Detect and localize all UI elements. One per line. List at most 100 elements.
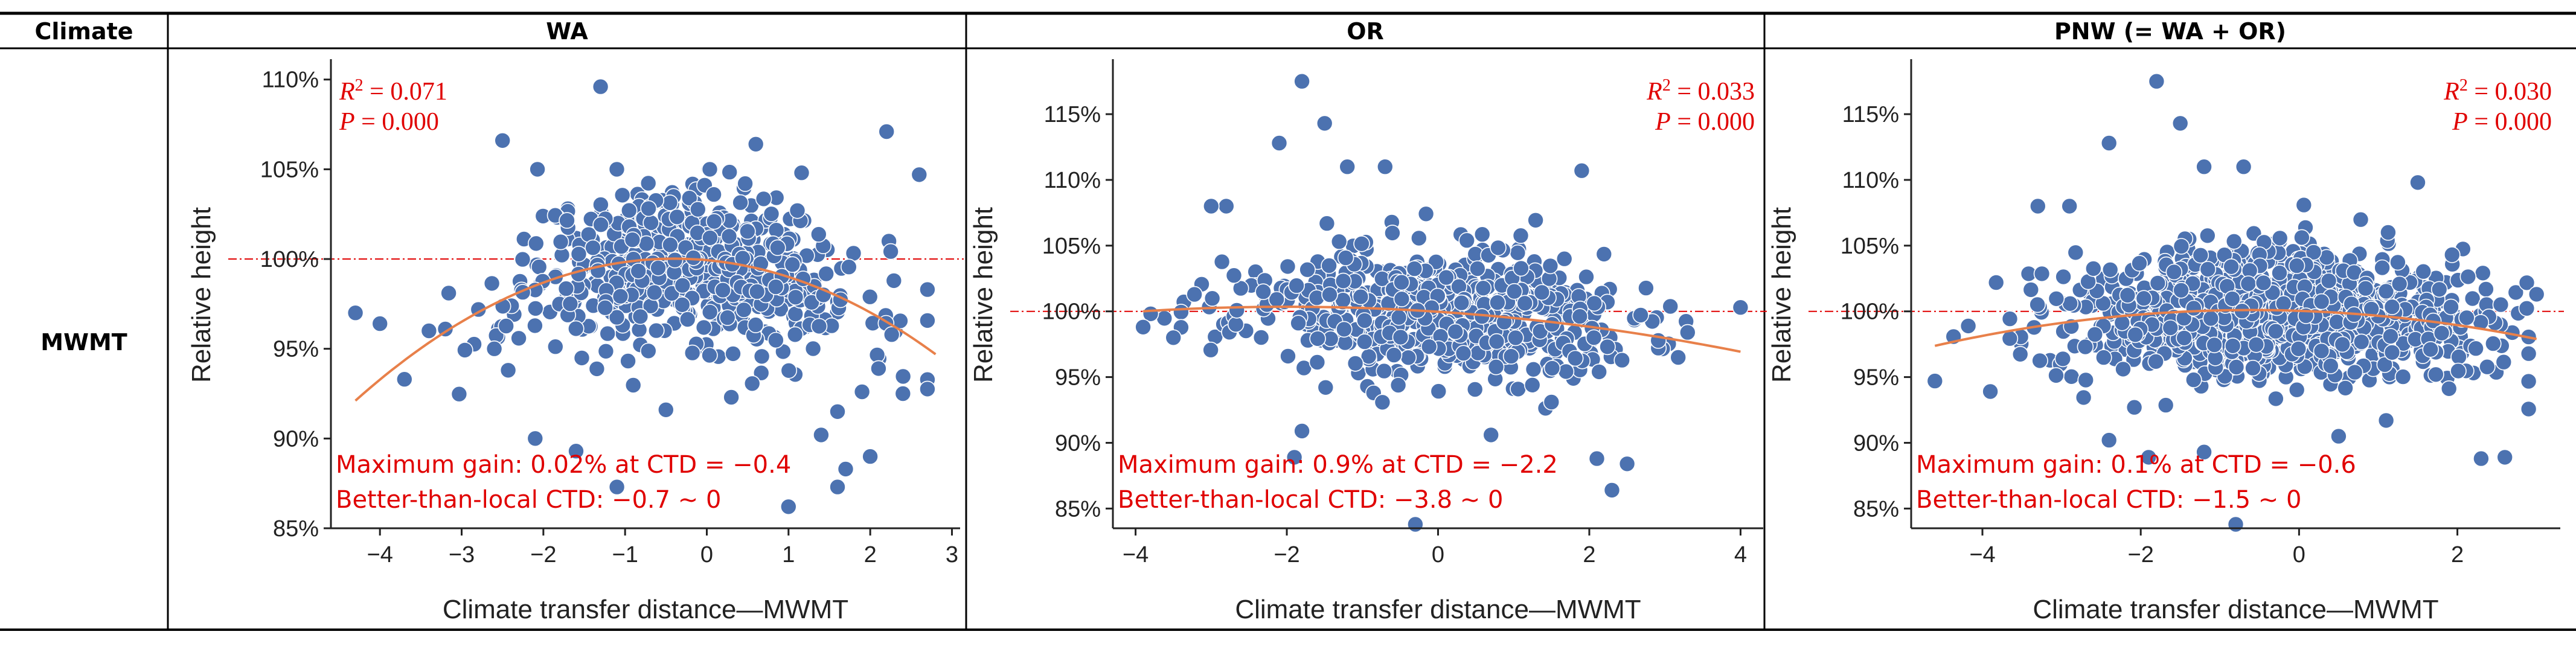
data-point: [2135, 290, 2153, 307]
r-squared-value: = 0.071: [364, 78, 447, 106]
data-point: [514, 251, 531, 268]
y-tick-label: 85%: [1055, 496, 1101, 522]
data-point: [870, 360, 887, 377]
data-point: [1389, 377, 1407, 394]
x-tick-label: −4: [1123, 542, 1149, 568]
data-point: [2196, 158, 2212, 176]
data-point: [787, 289, 804, 306]
p-symbol: P: [339, 108, 355, 136]
data-point: [1453, 294, 1470, 312]
data-point: [723, 389, 740, 406]
data-point: [720, 228, 738, 245]
data-point: [1356, 333, 1373, 350]
data-point: [810, 318, 828, 335]
data-point: [2048, 290, 2065, 307]
data-point: [861, 288, 879, 305]
data-point: [767, 331, 784, 349]
data-point: [1506, 283, 1523, 300]
data-point: [2459, 268, 2477, 286]
data-point: [570, 245, 588, 263]
data-point: [562, 295, 579, 313]
data-point: [371, 315, 389, 332]
r-squared-stat: R2 = 0.030: [2443, 76, 2552, 106]
fit-curve: [354, 257, 937, 402]
data-point: [2115, 360, 2132, 378]
data-point: [1420, 338, 1438, 356]
p-value-stat: P = 0.000: [1655, 108, 1755, 136]
data-point: [2433, 324, 2450, 342]
data-point: [2427, 366, 2444, 383]
data-point: [632, 308, 649, 325]
p-symbol: P: [2452, 108, 2468, 136]
data-point: [1473, 226, 1491, 243]
data-point: [2473, 450, 2490, 467]
y-tick-label: 100%: [1841, 299, 1899, 325]
data-point: [1393, 273, 1410, 291]
data-point: [420, 322, 438, 339]
data-point: [679, 311, 696, 328]
data-point: [347, 304, 364, 322]
x-tick-label: 3: [946, 542, 958, 568]
data-point: [1417, 205, 1435, 223]
data-point: [559, 212, 575, 229]
data-point: [2173, 281, 2190, 299]
data-point: [755, 190, 772, 208]
data-point: [1293, 423, 1310, 440]
data-point: [1393, 290, 1411, 308]
data-point: [1374, 394, 1391, 411]
data-point: [494, 132, 511, 149]
data-point: [2330, 427, 2347, 445]
y-tick-label: 105%: [1042, 234, 1101, 259]
y-tick-label: 110%: [1044, 168, 1101, 193]
y-tick-label: 105%: [260, 157, 319, 182]
data-point: [1603, 482, 1621, 499]
data-point: [2440, 380, 2458, 397]
data-point: [813, 426, 830, 444]
data-point: [1203, 290, 1221, 307]
data-point: [1662, 298, 1679, 315]
data-point: [666, 251, 684, 269]
data-point: [780, 362, 798, 379]
data-point: [885, 272, 903, 289]
data-point: [2352, 211, 2369, 228]
data-point: [2077, 371, 2094, 389]
data-point: [2173, 238, 2190, 255]
data-point: [1487, 358, 1505, 376]
data-point: [714, 281, 731, 299]
data-point: [786, 326, 804, 344]
data-point: [1430, 383, 1447, 400]
data-point: [737, 175, 754, 192]
data-point: [1926, 373, 1944, 389]
data-point: [1490, 239, 1507, 257]
r-squared-symbol: R: [339, 78, 355, 106]
max-gain-note: Maximum gain: 0.1% at CTD = −0.6: [1916, 451, 2356, 479]
data-point: [1392, 328, 1409, 346]
row-label-mwmt: MWMT: [40, 329, 127, 356]
data-point: [2383, 298, 2401, 316]
data-point: [1586, 295, 1603, 312]
data-point: [2202, 310, 2220, 327]
data-point: [527, 300, 544, 317]
better-than-local-note: Better-than-local CTD: −1.5 ~ 0: [1916, 486, 2301, 514]
data-point: [624, 231, 641, 248]
data-point: [780, 498, 797, 516]
data-point: [1613, 351, 1630, 369]
data-point: [1523, 376, 1541, 394]
y-tick-label: 110%: [262, 68, 319, 93]
data-point: [2100, 135, 2118, 152]
data-point: [2380, 224, 2397, 241]
data-point: [2382, 328, 2399, 345]
data-point: [2496, 449, 2514, 466]
data-point: [527, 317, 543, 334]
data-point: [2126, 398, 2143, 416]
data-point: [1588, 450, 1606, 467]
data-point: [1571, 308, 1589, 325]
data-point: [2176, 330, 2193, 347]
data-point: [2422, 341, 2439, 358]
x-tick-label: 1: [782, 542, 795, 568]
data-point: [1309, 354, 1326, 371]
data-point: [705, 186, 722, 203]
data-point: [1599, 338, 1616, 356]
data-point: [1352, 288, 1370, 305]
data-point: [450, 385, 468, 403]
